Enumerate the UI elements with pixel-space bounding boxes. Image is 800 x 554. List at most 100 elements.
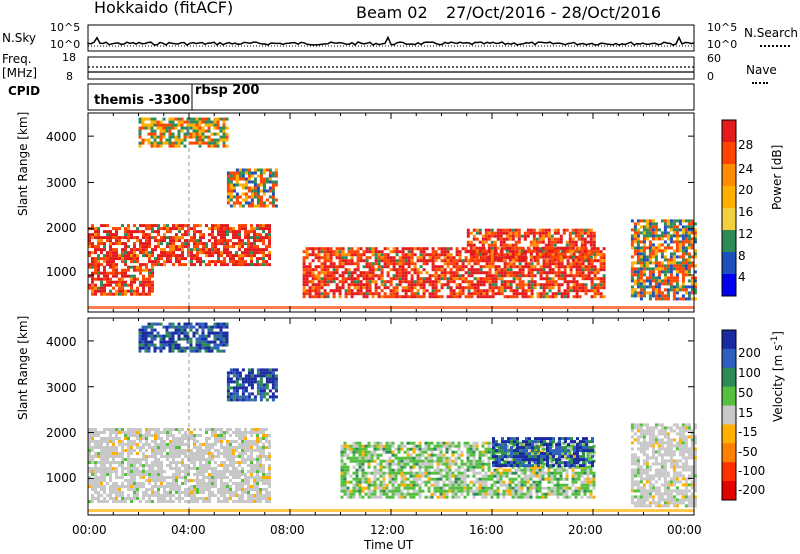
power-echo-cell [556,258,560,262]
power-echo-cell [575,280,579,284]
velocity-echo-cell [247,446,250,449]
power-echo-cell [413,280,417,284]
velocity-echo-cell [184,455,187,458]
velocity-echo-cell [205,467,208,470]
velocity-echo-cell [109,497,112,500]
velocity-echo-cell [370,459,374,463]
power-echo-cell [195,141,199,145]
velocity-echo-cell [154,431,157,434]
power-echo-cell [326,250,330,254]
power-echo-cell [332,265,336,269]
velocity-echo-cell [238,488,241,491]
power-echo-cell [493,231,497,235]
power-echo-cell [210,144,214,148]
power-echo-cell [428,274,432,278]
velocity-echo-cell [244,446,247,449]
power-echo-cell [645,267,649,271]
power-echo-cell [642,264,646,268]
velocity-echo-cell [235,386,239,390]
power-echo-cell [362,292,366,296]
power-echo-cell [335,253,339,257]
power-echo-cell [395,289,399,293]
power-echo-cell [193,239,196,243]
power-echo-cell [599,268,603,272]
power-echo-cell [660,270,664,274]
power-echo-cell [178,239,181,243]
power-echo-cell [139,265,142,269]
velocity-echo-cell [256,383,260,387]
power-echo-cell [548,280,552,284]
power-echo-cell [380,274,384,278]
velocity-echo-cell [235,470,238,473]
velocity-echo-cell [106,494,109,497]
velocity-echo-cell [157,476,160,479]
xtick-0800: 08:00 [270,523,305,537]
power-echo-cell [398,280,402,284]
velocity-echo-cell [232,386,236,390]
velocity-echo-cell [202,476,205,479]
power-echo-cell [470,280,474,284]
velocity-echo-cell [142,470,145,473]
velocity-echo-cell [124,473,127,476]
velocity-cbar-tick-neg15: -15 [738,425,758,439]
power-echo-cell [241,186,245,190]
power-echo-cell [97,236,100,240]
velocity-echo-cell [250,440,253,443]
nave-legend-line [752,82,768,84]
velocity-echo-cell [130,446,133,449]
power-echo-cell [410,250,414,254]
velocity-echo-cell [241,497,244,500]
power-echo-cell [630,219,634,223]
velocity-echo-cell [373,453,377,457]
power-echo-cell [222,132,226,136]
power-echo-cell [538,228,542,232]
velocity-echo-cell [151,464,154,467]
power-echo-cell [268,245,271,249]
power-echo-cell [250,224,253,228]
power-echo-cell [106,254,109,258]
power-echo-cell [675,231,679,235]
velocity-echo-cell [178,488,181,491]
power-echo-cell [675,264,679,268]
power-echo-cell [651,276,655,280]
power-echo-cell [256,260,259,264]
velocity-echo-cell [91,446,94,449]
velocity-echo-cell [235,434,238,437]
velocity-echo-cell [361,462,365,466]
power-echo-cell [118,280,121,284]
power-echo-cell [130,283,133,287]
velocity-echo-cell [184,467,187,470]
power-echo-cell [642,246,646,250]
power-echo-cell [690,228,694,232]
velocity-echo-cell [400,489,404,493]
power-echo-cell [241,257,244,261]
velocity-echo-cell [118,464,121,467]
velocity-echo-cell [187,428,190,431]
velocity-echo-cell [220,485,223,488]
power-echo-cell [88,236,91,240]
power-echo-cell [651,246,655,250]
velocity-echo-cell [229,443,232,446]
power-echo-cell [326,277,330,281]
power-echo-cell [380,295,384,299]
velocity-echo-cell [343,444,347,448]
power-echo-cell [511,231,515,235]
power-echo-cell [88,233,91,237]
power-echo-cell [166,260,169,264]
power-echo-cell [172,245,175,249]
power-echo-cell [684,228,688,232]
power-echo-cell [675,279,679,283]
power-echo-cell [533,283,537,287]
power-echo-cell [368,268,372,272]
power-echo-cell [509,262,513,266]
power-echo-cell [100,251,103,255]
velocity-echo-cell [247,371,251,375]
power-echo-cell [232,236,235,240]
power-echo-cell [211,245,214,249]
velocity-echo-cell [145,479,148,482]
velocity-echo-cell [208,449,211,452]
velocity-echo-cell [133,428,136,431]
velocity-echo-cell [133,497,136,500]
power-echo-cell [210,141,214,145]
power-echo-cell [526,246,530,250]
